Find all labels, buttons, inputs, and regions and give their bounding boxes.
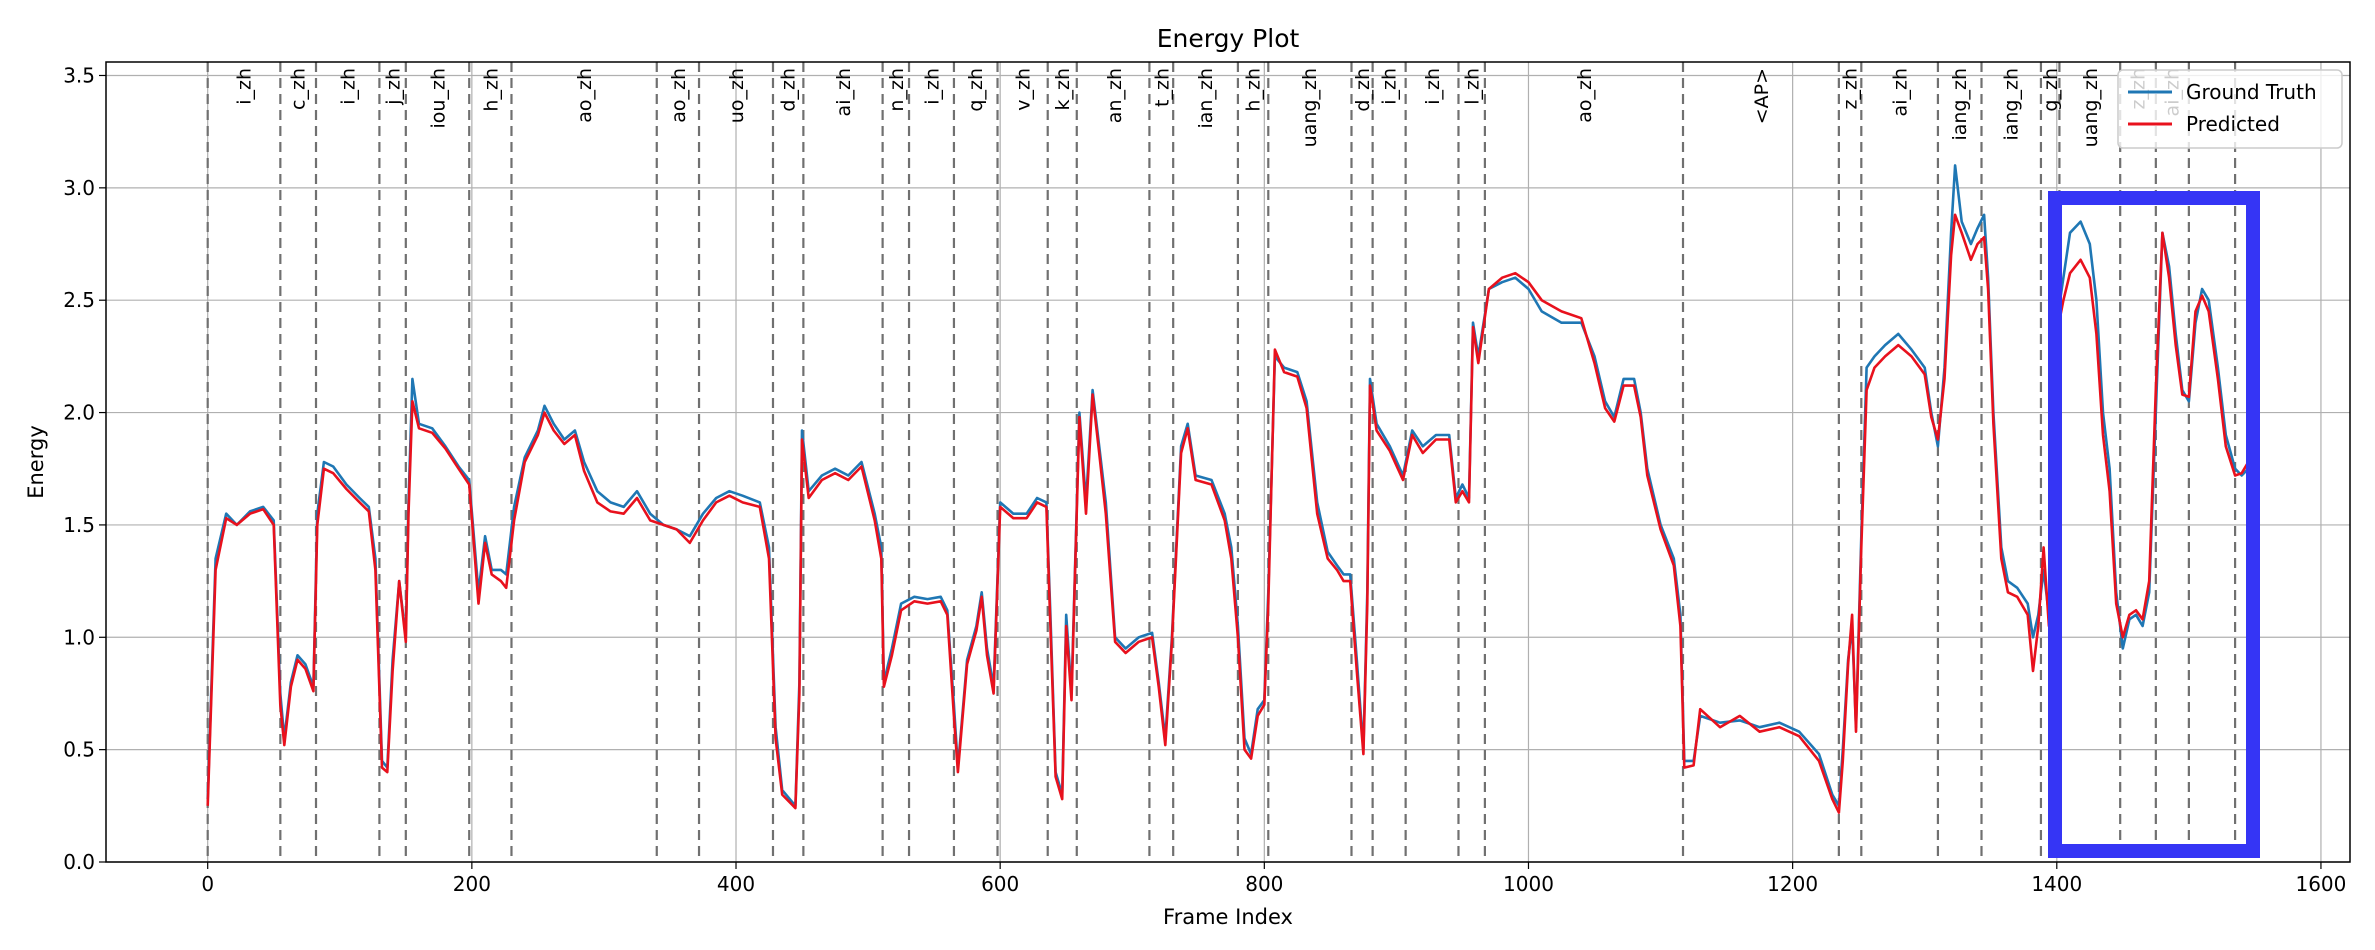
y-axis-ticks: 0.0 0.5 1.0 1.5 2.0 2.5 3.0 3.5 <box>63 63 106 874</box>
phoneme-label: iang_zh <box>2001 68 2023 141</box>
x-tick-label: 800 <box>1245 872 1283 896</box>
plot-frame <box>105 61 2351 863</box>
phoneme-label: i_zh <box>233 68 255 105</box>
y-axis-title: Energy <box>24 425 48 499</box>
y-tick-label: 1.0 <box>63 625 95 649</box>
phoneme-label: ao_zh <box>668 68 690 123</box>
phoneme-label: i_zh <box>1379 68 1401 105</box>
phoneme-label: g_zh <box>2040 68 2062 112</box>
phoneme-label: ao_zh <box>574 68 596 123</box>
y-tick-label: 1.5 <box>63 513 95 537</box>
x-axis-ticks: 0 200 400 600 800 1000 1200 1400 1600 <box>201 862 2346 896</box>
phoneme-label: t_zh <box>1151 68 1173 107</box>
y-tick-label: 2.0 <box>63 401 95 425</box>
phoneme-label: uo_zh <box>726 68 748 123</box>
phoneme-label: l_zh <box>1462 68 1484 105</box>
y-tick-label: 2.5 <box>63 288 95 312</box>
phoneme-label: an_zh <box>1104 68 1126 123</box>
grid <box>106 62 2350 863</box>
x-tick-label: 600 <box>981 872 1019 896</box>
x-tick-label: 1000 <box>1503 872 1554 896</box>
phoneme-label: k_zh <box>1052 68 1074 111</box>
phoneme-label: d_zh <box>1352 68 1374 112</box>
y-tick-label: 0.0 <box>63 850 95 874</box>
series-lines <box>206 164 2257 814</box>
phoneme-label: q_zh <box>965 68 987 112</box>
phoneme-label: ao_zh <box>1574 68 1596 123</box>
phoneme-label: n_zh <box>886 68 908 112</box>
phoneme-label: ai_zh <box>1890 68 1912 116</box>
phoneme-label: ai_zh <box>833 68 855 116</box>
phoneme-label: iang_zh <box>1949 68 1971 141</box>
phoneme-label: i_zh <box>922 68 944 105</box>
phoneme-label: uang_zh <box>1299 68 1321 147</box>
x-tick-label: 200 <box>453 872 491 896</box>
x-axis-title: Frame Index <box>1163 905 1293 929</box>
x-tick-label: 400 <box>717 872 755 896</box>
phoneme-labels: i_zh c_zh i_zh j_zh iou_zh h_zh ao_zh ao_zh uo_z… <box>233 68 2183 147</box>
series-line-0 <box>206 164 2257 808</box>
phoneme-label: d_zh <box>778 68 800 112</box>
phoneme-label: ian_zh <box>1195 68 1217 128</box>
series-line-1 <box>206 213 2257 814</box>
phoneme-label: h_zh <box>1242 68 1264 112</box>
phoneme-label: i_zh <box>1422 68 1444 105</box>
phoneme-label: <AP> <box>1751 68 1773 124</box>
legend-label-predicted: Predicted <box>2186 112 2280 136</box>
highlight-box <box>2048 191 2260 858</box>
y-tick-label: 3.5 <box>63 63 95 87</box>
phoneme-boundaries <box>206 62 2237 862</box>
phoneme-label: j_zh <box>383 68 405 106</box>
phoneme-label: h_zh <box>480 68 502 112</box>
phoneme-label: uang_zh <box>2080 68 2102 147</box>
legend: Ground Truth Predicted <box>2117 69 2343 149</box>
phoneme-label: iou_zh <box>428 68 450 128</box>
phoneme-label: i_zh <box>338 68 360 105</box>
legend-frame <box>2117 69 2343 149</box>
y-tick-label: 3.0 <box>63 176 95 200</box>
x-tick-label: 1400 <box>2031 872 2082 896</box>
x-tick-label: 0 <box>201 872 214 896</box>
chart-title: Energy Plot <box>1157 24 1300 53</box>
phoneme-label: c_zh <box>288 68 310 110</box>
phoneme-label: v_zh <box>1013 68 1035 111</box>
legend-label-ground-truth: Ground Truth <box>2186 80 2317 104</box>
x-tick-label: 1200 <box>1767 872 1818 896</box>
x-tick-label: 1600 <box>2295 872 2346 896</box>
y-tick-label: 0.5 <box>63 738 95 762</box>
phoneme-label: z_zh <box>1839 68 1861 110</box>
